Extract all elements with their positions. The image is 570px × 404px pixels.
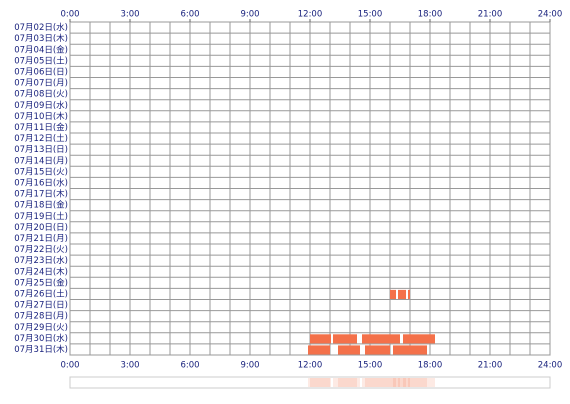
day-label: 07月10日(木) (14, 111, 68, 122)
day-label: 07月28日(月) (14, 312, 68, 322)
activity-bar (398, 289, 406, 299)
day-label: 07月19日(土) (14, 211, 68, 222)
activity-bar (408, 289, 410, 299)
day-label: 07月09日(水) (14, 100, 68, 111)
activity-bar (308, 345, 330, 355)
summary-frame (69, 376, 551, 389)
summary-bar (310, 378, 331, 387)
activity-bar (333, 334, 357, 344)
x-tick-label: 18:00 (418, 361, 443, 371)
x-tick-label: 0:00 (60, 10, 79, 20)
x-tick-label: 6:00 (180, 10, 199, 20)
day-label: 07月21日(月) (14, 234, 68, 244)
activity-bar (365, 345, 390, 355)
summary-bar (338, 378, 360, 387)
summary-bar (333, 378, 357, 387)
x-tick-label: 24:00 (538, 10, 563, 20)
day-label: 07月11日(金) (14, 122, 68, 133)
summary-bar (390, 378, 396, 387)
summary-bar (308, 378, 330, 387)
day-label: 07月02日(水) (14, 22, 68, 33)
summary-bar (365, 378, 390, 387)
day-label: 07月29日(火) (14, 323, 68, 333)
x-tick-label: 0:00 (60, 361, 79, 371)
x-tick-label: 21:00 (478, 361, 503, 371)
day-label: 07月03日(木) (14, 33, 68, 44)
x-tick-label: 18:00 (418, 10, 443, 20)
summary-bar (403, 378, 435, 387)
day-label: 07月12日(土) (14, 133, 68, 144)
day-label: 07月24日(木) (14, 266, 68, 277)
activity-bar (390, 289, 396, 299)
day-label: 07月14日(月) (14, 156, 68, 166)
day-label: 07月31日(木) (14, 344, 68, 355)
day-label: 07月13日(日) (14, 145, 68, 155)
day-label: 07月20日(日) (14, 223, 68, 233)
day-label: 07月25日(金) (14, 277, 68, 288)
activity-bar (393, 345, 427, 355)
x-tick-label: 3:00 (120, 361, 139, 371)
summary-bar (398, 378, 406, 387)
activity-bar (310, 334, 331, 344)
x-tick-label: 6:00 (180, 361, 199, 371)
x-tick-label: 21:00 (478, 10, 503, 20)
x-tick-label: 3:00 (120, 10, 139, 20)
x-tick-label: 9:00 (240, 10, 259, 20)
day-label: 07月18日(金) (14, 200, 68, 211)
day-label: 07月17日(木) (14, 189, 68, 200)
day-label: 07月08日(火) (14, 90, 68, 100)
day-label: 07月07日(月) (14, 79, 68, 89)
summary-bar (408, 378, 410, 387)
day-label: 07月26日(土) (14, 288, 68, 299)
x-tick-label: 12:00 (298, 10, 323, 20)
day-label: 07月27日(日) (14, 301, 68, 311)
day-label: 07月22日(火) (14, 245, 68, 255)
x-tick-label: 15:00 (358, 10, 383, 20)
activity-bar (403, 334, 435, 344)
day-label: 07月15日(火) (14, 167, 68, 177)
day-label: 07月23日(水) (14, 255, 68, 266)
day-label: 07月16日(水) (14, 177, 68, 188)
day-label: 07月05日(土) (14, 55, 68, 66)
summary-bar (393, 378, 427, 387)
activity-bar (338, 345, 360, 355)
activity-bar (362, 334, 400, 344)
day-label: 07月04日(金) (14, 44, 68, 55)
x-tick-label: 15:00 (358, 361, 383, 371)
x-tick-label: 24:00 (538, 361, 563, 371)
day-label: 07月06日(日) (14, 67, 68, 77)
summary-bar (362, 378, 400, 387)
x-tick-label: 9:00 (240, 361, 259, 371)
x-tick-label: 12:00 (298, 361, 323, 371)
day-label: 07月30日(水) (14, 333, 68, 344)
